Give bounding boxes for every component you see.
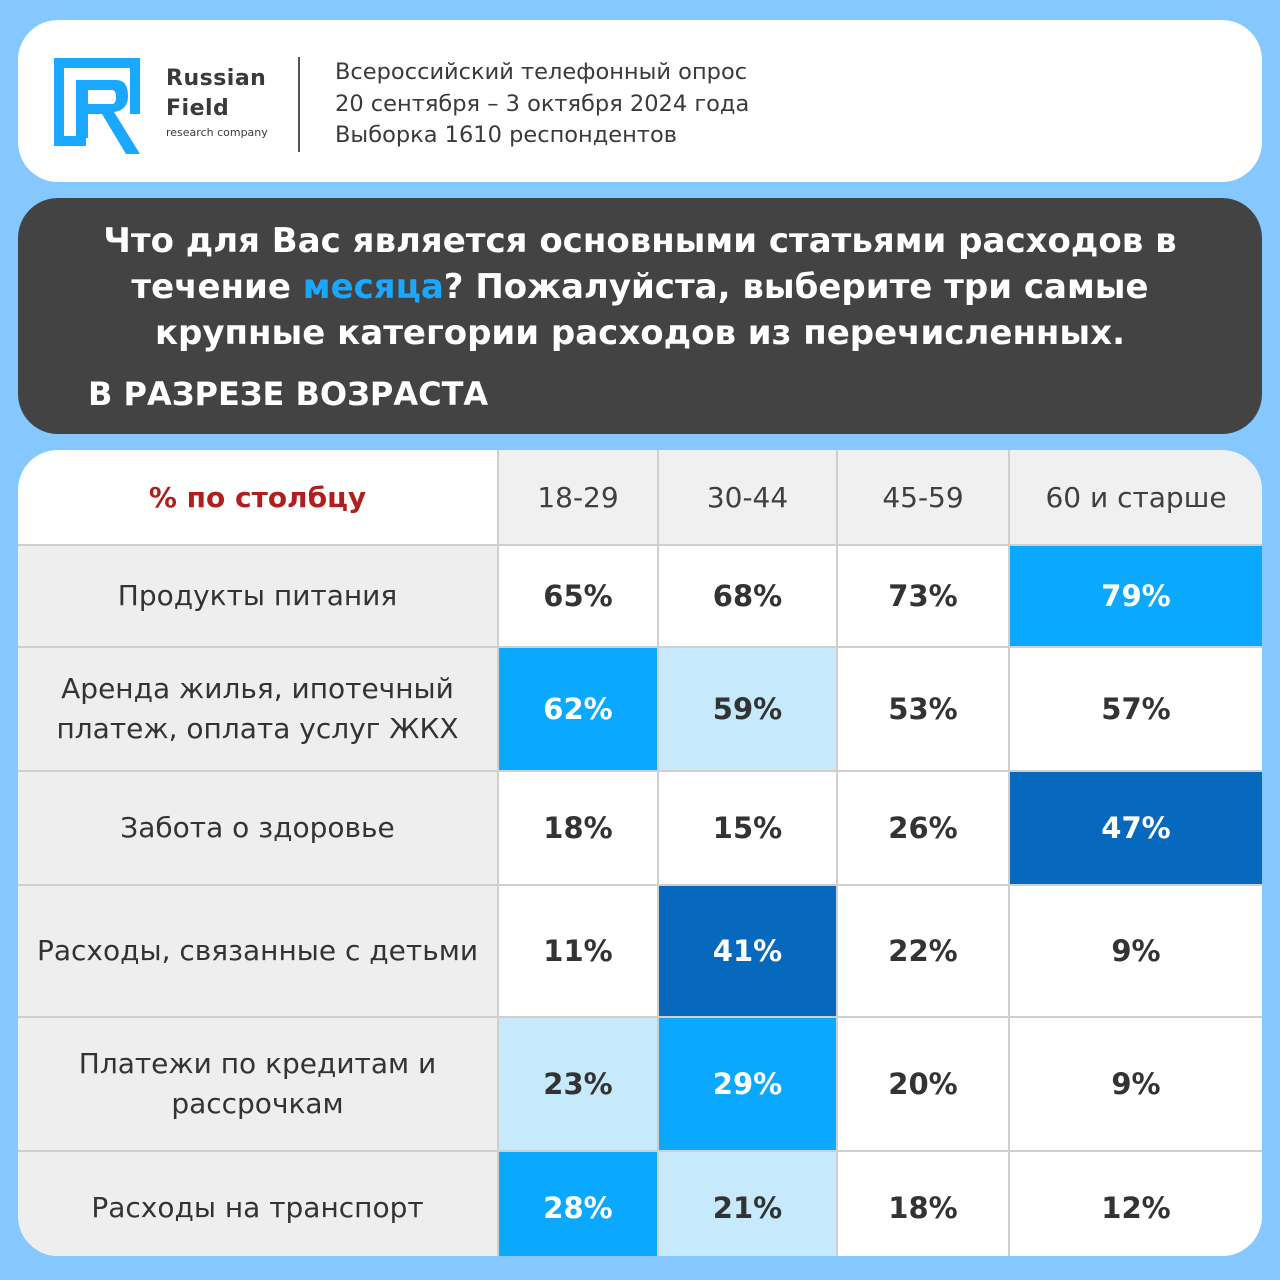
column-header: 18-29 [497, 450, 659, 546]
russian-field-logo-icon [54, 58, 140, 154]
value-cell: 22% [836, 884, 1010, 1018]
header-divider [298, 57, 300, 152]
value-cell: 29% [657, 1016, 838, 1152]
brand-tagline: research company [166, 126, 268, 139]
table-row: Расходы на транспорт 28% 21% 18% 12% [18, 1150, 1262, 1256]
value-cell: 9% [1008, 884, 1262, 1018]
table-row: Расходы, связанные с детьми 11% 41% 22% 9% [18, 884, 1262, 1018]
value-cell: 41% [657, 884, 838, 1018]
value-cell: 20% [836, 1016, 1010, 1152]
survey-line-2: 20 сентября – 3 октября 2024 года [335, 90, 750, 117]
value-cell: 21% [657, 1150, 838, 1256]
column-header: 45-59 [836, 450, 1010, 546]
question-subtitle: В РАЗРЕЗЕ ВОЗРАСТА [88, 375, 489, 413]
survey-line-3: Выборка 1610 респондентов [335, 122, 677, 148]
table-row: Платежи по кредитам и рассрочкам 23% 29% 20… [18, 1016, 1262, 1152]
value-cell: 23% [497, 1016, 659, 1152]
value-cell: 79% [1008, 544, 1262, 648]
question-part-2: ? Пожалуйста, выберите три самые крупные… [154, 267, 1149, 353]
row-label: Расходы, связанные с детьми [18, 884, 499, 1018]
value-cell: 59% [657, 646, 838, 772]
table-header-row: % по столбцу 18-29 30-44 45-59 60 и стар… [18, 450, 1262, 546]
row-label: Расходы на транспорт [18, 1150, 499, 1256]
table-row: Продукты питания 65% 68% 73% 79% [18, 544, 1262, 648]
value-cell: 73% [836, 544, 1010, 648]
survey-info: Всероссийский телефонный опрос 20 сентяб… [335, 57, 749, 152]
brand-name-line2: Field [166, 96, 230, 121]
value-cell: 57% [1008, 646, 1262, 772]
results-table-card: % по столбцу 18-29 30-44 45-59 60 и стар… [18, 450, 1262, 1256]
value-cell: 68% [657, 544, 838, 648]
brand-name: Russian Field research company [166, 64, 268, 140]
table-corner-label: % по столбцу [18, 450, 499, 546]
row-label: Продукты питания [18, 544, 499, 648]
column-header: 60 и старше [1008, 450, 1262, 546]
table-row: Забота о здоровье 18% 15% 26% 47% [18, 770, 1262, 886]
table-row: Аренда жилья, ипотечный платеж, оплата у… [18, 646, 1262, 772]
value-cell: 9% [1008, 1016, 1262, 1152]
row-label: Платежи по кредитам и рассрочкам [18, 1016, 499, 1152]
results-table: % по столбцу 18-29 30-44 45-59 60 и стар… [18, 450, 1262, 1256]
header-card: Russian Field research company Всероссий… [18, 20, 1262, 182]
value-cell: 53% [836, 646, 1010, 772]
brand-name-line1: Russian [166, 66, 267, 91]
value-cell: 26% [836, 770, 1010, 886]
value-cell: 47% [1008, 770, 1262, 886]
question-part-1: Что для Вас является основными статьями … [103, 221, 1177, 307]
value-cell: 15% [657, 770, 838, 886]
row-label: Забота о здоровье [18, 770, 499, 886]
value-cell: 65% [497, 544, 659, 648]
value-cell: 11% [497, 884, 659, 1018]
survey-line-1: Всероссийский телефонный опрос [335, 59, 748, 85]
question-highlight: месяца [302, 267, 444, 307]
row-label: Аренда жилья, ипотечный платеж, оплата у… [18, 646, 499, 772]
value-cell: 28% [497, 1150, 659, 1256]
value-cell: 18% [497, 770, 659, 886]
value-cell: 62% [497, 646, 659, 772]
value-cell: 12% [1008, 1150, 1262, 1256]
column-header: 30-44 [657, 450, 838, 546]
question-banner: Что для Вас является основными статьями … [18, 198, 1262, 434]
question-title: Что для Вас является основными статьями … [58, 218, 1222, 356]
value-cell: 18% [836, 1150, 1010, 1256]
